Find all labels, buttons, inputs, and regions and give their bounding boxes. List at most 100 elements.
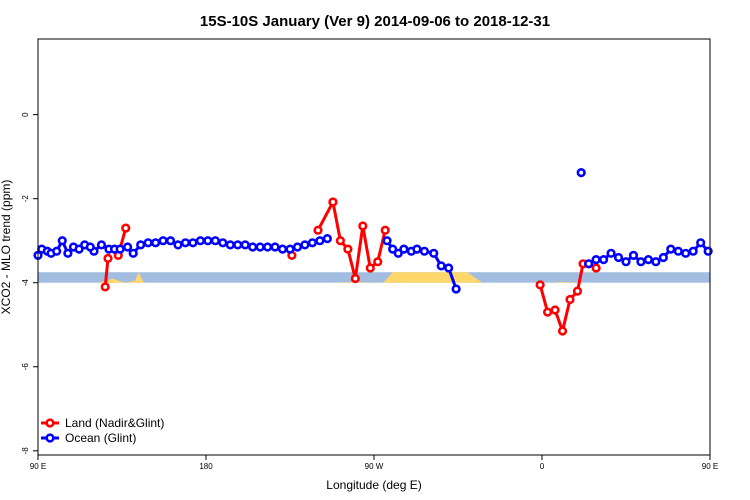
land-point [557,326,568,336]
plot-area [33,168,713,336]
y-tick-label: -6 [21,363,30,371]
x-tick-label: 90 W [365,462,384,471]
y-tick-label: -8 [21,447,30,455]
ocean-point [57,236,67,246]
ocean-point [429,248,439,258]
ocean-point [263,242,273,252]
ocean-point [96,240,107,250]
land-point [121,223,131,233]
land-point [103,253,113,263]
chart-title: 15S-10S January (Ver 9) 2014-09-06 to 20… [200,13,550,30]
legend-label: Ocean (Glint) [65,431,136,445]
ocean-point [292,242,303,252]
land-point [550,305,560,315]
ocean-point [628,250,639,261]
ocean-point [188,238,198,248]
ocean-point [218,238,228,248]
ocean-point [315,236,325,246]
ocean-point [270,242,280,252]
ocean-point [173,240,183,250]
ocean-point [143,238,153,248]
ocean-point [136,240,146,250]
ocean-point [180,238,191,248]
land-point [542,307,553,317]
ocean-point [240,240,250,250]
ocean-point [643,255,654,265]
ocean-point [681,248,691,258]
y-tick-label: -2 [21,195,30,203]
land-point [350,273,360,284]
ocean-point [606,248,616,258]
ocean-point [322,233,332,244]
land-point [591,263,601,273]
ocean-point [584,259,594,269]
ocean-point [591,255,601,265]
ocean-point [419,246,430,256]
x-axis: 90 E 180 90 W 0 90 E [30,455,718,471]
x-tick-label: 0 [540,462,545,471]
ocean-point [255,242,265,252]
ocean-point [151,238,161,248]
land-series-line [316,201,335,231]
ocean-point [673,246,683,256]
ocean-point [165,236,176,246]
ocean-point [651,257,661,267]
x-tick-label: 180 [199,462,213,471]
ocean-band [38,272,710,283]
ocean-point [696,238,706,248]
ocean-point [300,240,310,250]
land-point [373,257,383,267]
land-point [313,225,323,235]
ocean-point [128,248,138,258]
y-tick-label: -4 [21,279,30,287]
ocean-point [666,244,676,254]
ocean-point [388,244,398,254]
ocean-point [233,240,243,250]
land-series-line [103,258,110,288]
ocean-point [444,263,454,273]
ocean-point [636,257,646,267]
y-tick-label: 0 [21,112,30,117]
ocean-point [658,252,668,263]
ocean-point [195,236,205,246]
x-axis-label: Longitude (deg E) [326,478,421,492]
x-tick-label: 90 E [702,462,718,471]
y-axis-label: XCO2 - MLO trend (ppm) [0,180,13,315]
ocean-point [598,255,609,265]
land-point [358,221,368,231]
land-point [572,286,583,296]
ocean-point [52,246,62,256]
x-tick-label: 90 E [30,462,46,471]
ocean-point [307,238,318,248]
legend: Land (Nadir&Glint)Ocean (Glint) [41,416,164,445]
legend-marker [45,433,55,443]
ocean-point [115,244,125,254]
ocean-point [63,248,73,258]
legend-marker [45,418,55,428]
ocean-point [225,240,235,250]
ocean-point [393,248,403,258]
ocean-point [436,261,446,271]
ocean-point [412,244,422,254]
legend-label: Land (Nadir&Glint) [65,416,164,430]
land-point [335,236,346,246]
ocean-point [399,244,409,254]
ocean-point [158,236,168,246]
ocean-point [382,236,392,246]
ocean-point [621,257,631,267]
ocean-point [122,242,133,252]
ocean-point [285,244,295,254]
ocean-point [210,236,220,246]
land-point [328,197,338,207]
ocean-point [576,168,586,178]
land-point [343,244,353,254]
ocean-point [451,284,461,294]
ocean-point [85,242,95,252]
ocean-point [613,252,624,263]
land-point [100,282,110,292]
ocean-point [277,244,288,254]
y-axis: 0 -2 -4 -6 -8 [21,112,38,454]
ocean-point [248,242,258,252]
land-point [380,225,390,235]
